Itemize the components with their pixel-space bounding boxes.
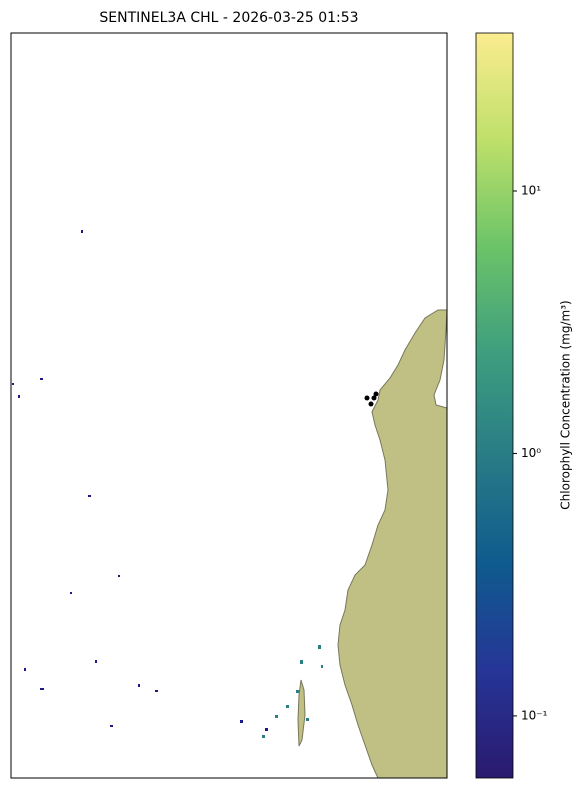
- colorbar: [475, 32, 514, 779]
- sample-points: [364, 391, 379, 407]
- colorbar-tick-label: 10¹: [521, 184, 541, 198]
- colorbar-label: Chlorophyll Concentration (mg/m³): [559, 300, 573, 509]
- chl-pixels-coastal: [262, 645, 323, 738]
- colorbar-tick-label: 10⁻¹: [521, 708, 548, 722]
- island: [297, 679, 306, 747]
- map-frame: [10, 32, 448, 779]
- map: [10, 32, 448, 779]
- chl-pixels: [12, 230, 268, 731]
- map-title: SENTINEL3A CHL - 2026-03-25 01:53: [99, 10, 358, 26]
- colorbar-tick-label: 10⁰: [521, 446, 541, 460]
